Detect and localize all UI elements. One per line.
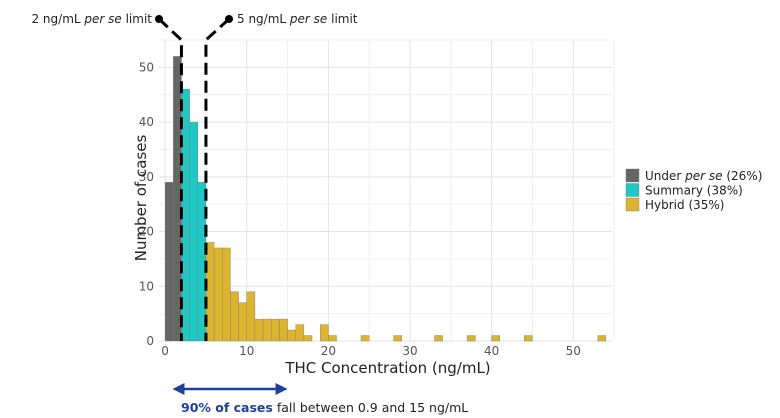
histogram-bar (597, 335, 607, 342)
y-tick-label: 30 (139, 170, 154, 184)
histogram-bar (246, 291, 256, 342)
histogram-bar (524, 335, 533, 342)
legend-swatch (625, 197, 640, 212)
x-tick-label: 0 (161, 344, 169, 358)
legend-label: Hybrid (35%) (645, 198, 724, 212)
legend-label: Under per se (26%) (645, 169, 762, 183)
legend-swatch (625, 183, 640, 197)
histogram-bars (164, 56, 607, 342)
legend-label: Summary (38%) (645, 184, 743, 198)
x-axis-ticks: 0 10 20 30 40 50 (161, 344, 581, 358)
y-tick-label: 20 (139, 225, 154, 239)
range-arrow-head-left (172, 383, 185, 395)
histogram-bar (360, 335, 370, 342)
x-tick-label: 20 (321, 344, 336, 358)
range-note-rest: fall between 0.9 and 15 ng/mL (273, 400, 468, 415)
threshold-label-value: 5 ng/mL (237, 12, 290, 26)
threshold-label-italic: per se (83, 12, 121, 26)
y-tick-label: 10 (139, 279, 154, 293)
y-tick-label: 50 (139, 60, 154, 74)
histogram-bar (271, 318, 280, 342)
threshold-label-value: 2 ng/mL (31, 12, 84, 26)
threshold-line-2 (157, 17, 183, 341)
range-arrow-head-right (275, 383, 288, 395)
histogram-bar (230, 291, 239, 342)
y-axis-title: Number of cases (132, 135, 150, 262)
threshold-label-suffix: limit (122, 12, 153, 26)
histogram-bar (393, 335, 403, 342)
histogram-bar (222, 247, 231, 342)
legend-label-part: Under (645, 169, 685, 183)
range-note-text: 90% of cases fall between 0.9 and 15 ng/… (181, 400, 468, 415)
legend-label-part: (26%) (723, 169, 763, 183)
legend-swatch (625, 168, 640, 183)
x-tick-label: 10 (239, 344, 254, 358)
histogram-bar (434, 335, 443, 342)
histogram-bar (254, 318, 264, 342)
histogram-bar (320, 324, 329, 342)
range-note-strong: 90% of cases (181, 400, 273, 415)
legend: Under per se (26%)Summary (38%)Hybrid (3… (625, 168, 762, 212)
x-tick-label: 50 (566, 344, 581, 358)
threshold-label-italic: per se (289, 12, 327, 26)
y-tick-label: 0 (146, 334, 154, 348)
histogram-bar (279, 318, 288, 342)
histogram-bar (262, 318, 272, 342)
threshold-line-5 (204, 17, 231, 341)
legend-label-italic: per se (684, 169, 722, 183)
threshold-label-suffix: limit (327, 12, 358, 26)
histogram-bar (295, 324, 305, 342)
histogram-bar (213, 247, 223, 342)
x-tick-label: 40 (484, 344, 499, 358)
histogram-bar (238, 302, 247, 342)
histogram-bar (303, 335, 313, 342)
histogram-bar (466, 335, 476, 342)
x-axis-title: THC Concentration (ng/mL) (284, 359, 490, 377)
range-annotation: 90% of cases fall between 0.9 and 15 ng/… (172, 383, 468, 415)
x-tick-label: 30 (402, 344, 417, 358)
histogram-bar (287, 329, 296, 342)
histogram-bar (164, 182, 174, 342)
y-tick-label: 40 (139, 115, 154, 129)
threshold-dot-2 (155, 15, 163, 23)
y-axis-ticks: 0 10 20 30 40 50 (139, 60, 154, 348)
histogram-bar (491, 335, 500, 342)
threshold-dot-5 (225, 15, 233, 23)
threshold-lines: 2 ng/mL per se limit 5 ng/mL per se limit (31, 12, 358, 341)
histogram-bar (328, 335, 337, 342)
histogram-bar (189, 121, 198, 342)
threshold-label-5: 5 ng/mL per se limit (237, 12, 358, 26)
threshold-label-2: 2 ng/mL per se limit (31, 12, 152, 26)
